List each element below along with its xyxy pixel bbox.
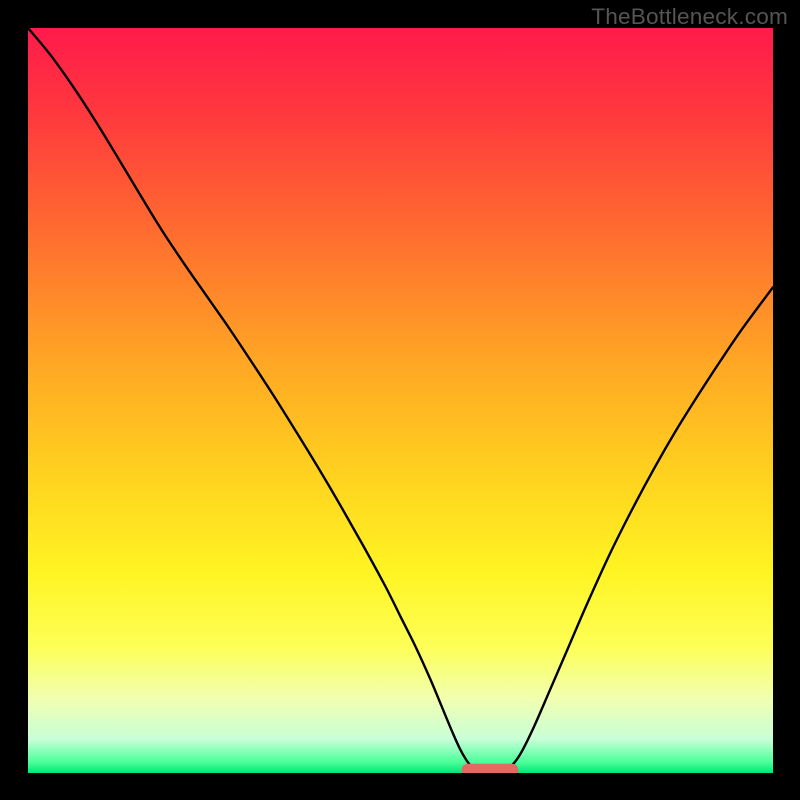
chart-frame: TheBottleneck.com: [0, 0, 800, 800]
chart-svg: [28, 28, 773, 773]
chart-background: [28, 28, 773, 773]
watermark-text: TheBottleneck.com: [591, 4, 788, 30]
bottleneck-chart: [28, 28, 773, 773]
optimal-range-marker: [462, 764, 519, 773]
